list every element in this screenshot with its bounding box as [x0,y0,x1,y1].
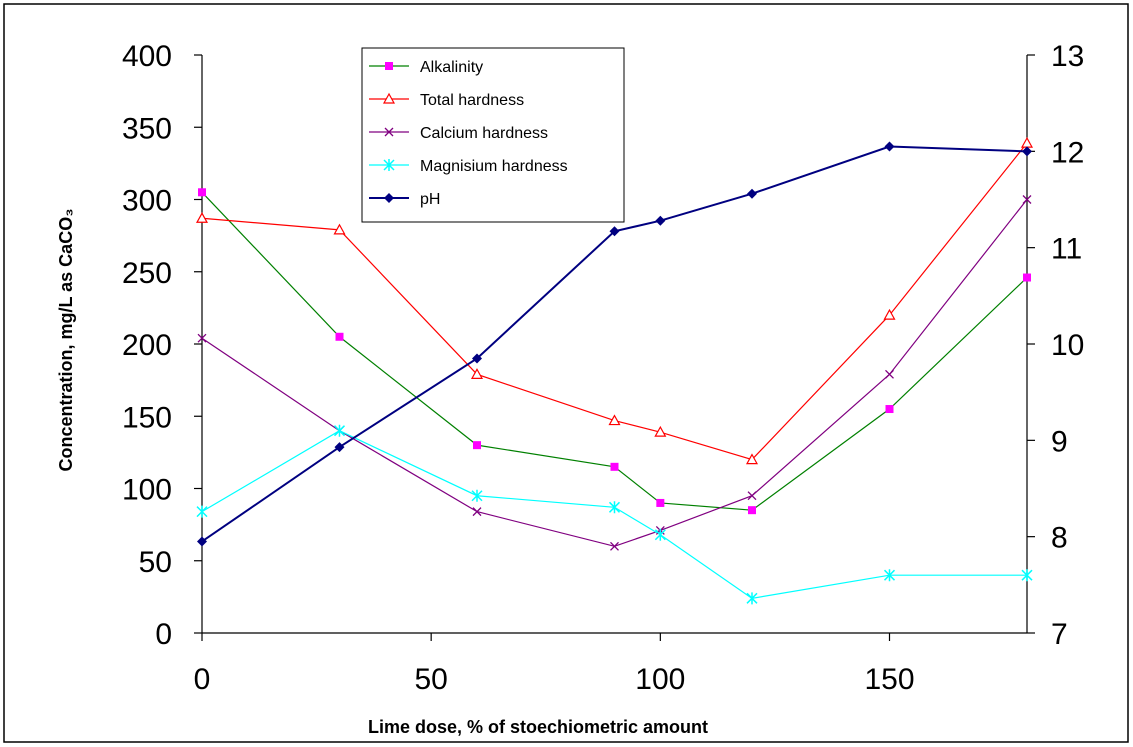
y-tick-label: 200 [122,329,172,362]
data-point-alkalinity [656,498,665,507]
data-point-calcium-hardness [472,507,482,517]
series-line-ph [201,145,1028,543]
x-axis-label: Lime dose, % of stoechiometric amount [368,717,708,737]
data-point-alkalinity [885,405,894,414]
data-point-calcium-hardness [747,491,757,501]
y2-tick-label: 7 [1051,618,1068,651]
data-point-alkalinity [198,188,206,197]
series-line-magnisium-hardness [201,430,1027,599]
data-point-ph [472,353,482,364]
y-tick-label: 400 [122,40,172,73]
legend-marker-total-hardness [382,92,396,104]
y2-tick-label: 8 [1051,522,1068,555]
data-point-total-hardness [745,453,759,465]
data-point-magnisium-hardness [608,501,621,514]
data-point-magnisium-hardness [654,528,666,541]
y-axis-label: Concentration, mg/L as CaCO₃ [56,208,76,471]
data-point-ph [655,215,666,226]
data-point-total-hardness [883,308,896,320]
legend-label-ph: pH [420,191,440,208]
y2-tick-label: 13 [1051,40,1084,73]
x-tick-label: 100 [635,663,685,696]
y2-tick-label: 10 [1051,329,1084,362]
data-point-total-hardness [333,223,346,235]
series-line-alkalinity [201,191,1028,511]
plot-markers [195,136,1034,605]
data-point-total-hardness [608,414,621,426]
data-point-ph [747,188,757,199]
data-point-ph [334,442,345,453]
data-point-ph [1022,146,1032,157]
y-tick-label: 300 [122,185,172,218]
data-point-magnisium-hardness [1021,569,1033,582]
y-tick-label: 250 [122,257,172,290]
legend-label-calcium-hardness: Calcium hardness [420,125,548,142]
legend-box [361,47,625,223]
data-point-alkalinity [1023,273,1031,282]
data-point-ph [884,141,895,152]
x-tick-label: 150 [864,663,914,696]
legend-marker-ph [384,193,394,203]
data-point-magnisium-hardness [746,592,758,605]
legend-marker-calcium-hardness [384,127,394,137]
y-tick-label: 350 [122,112,172,145]
y-tick-label: 0 [155,618,172,651]
legend-label-alkalinity: Alkalinity [420,59,483,76]
legend-label-total-hardness: Total hardness [420,92,524,109]
data-point-total-hardness [470,368,484,379]
data-point-magnisium-hardness [471,489,483,502]
y-tick-label: 100 [122,474,172,507]
data-point-alkalinity [335,332,344,341]
data-point-total-hardness [654,425,667,437]
data-point-alkalinity [748,506,756,515]
data-point-calcium-hardness [1022,195,1032,204]
y-tick-label: 50 [139,546,172,579]
y2-tick-label: 12 [1051,136,1084,169]
series-line-total-hardness [201,142,1028,461]
y-tick-label: 150 [122,401,172,434]
x-tick-label: 0 [194,663,211,696]
legend: Alkalinity Total hardness Calcium hardness… [361,47,625,223]
plot-lines [201,142,1028,599]
y2-tick-label: 11 [1051,233,1082,266]
y2-tick-label: 9 [1051,425,1068,458]
legend-marker-magnisium-hardness [383,159,395,171]
data-point-alkalinity [473,441,481,450]
data-point-magnisium-hardness [196,505,208,518]
series-line-calcium-hardness [201,199,1028,547]
legend-marker-alkalinity [385,62,393,70]
data-point-magnisium-hardness [883,569,896,582]
legend-label-magnisium-hardness: Magnisium hardness [420,158,568,175]
x-tick-label: 50 [414,663,447,696]
data-point-magnisium-hardness [333,424,346,437]
data-point-calcium-hardness [885,369,894,379]
data-point-calcium-hardness [610,541,619,551]
data-point-calcium-hardness [197,333,207,343]
data-point-total-hardness [195,212,209,223]
data-point-alkalinity [610,462,619,471]
data-point-ph [609,226,620,237]
data-point-ph [197,536,207,547]
